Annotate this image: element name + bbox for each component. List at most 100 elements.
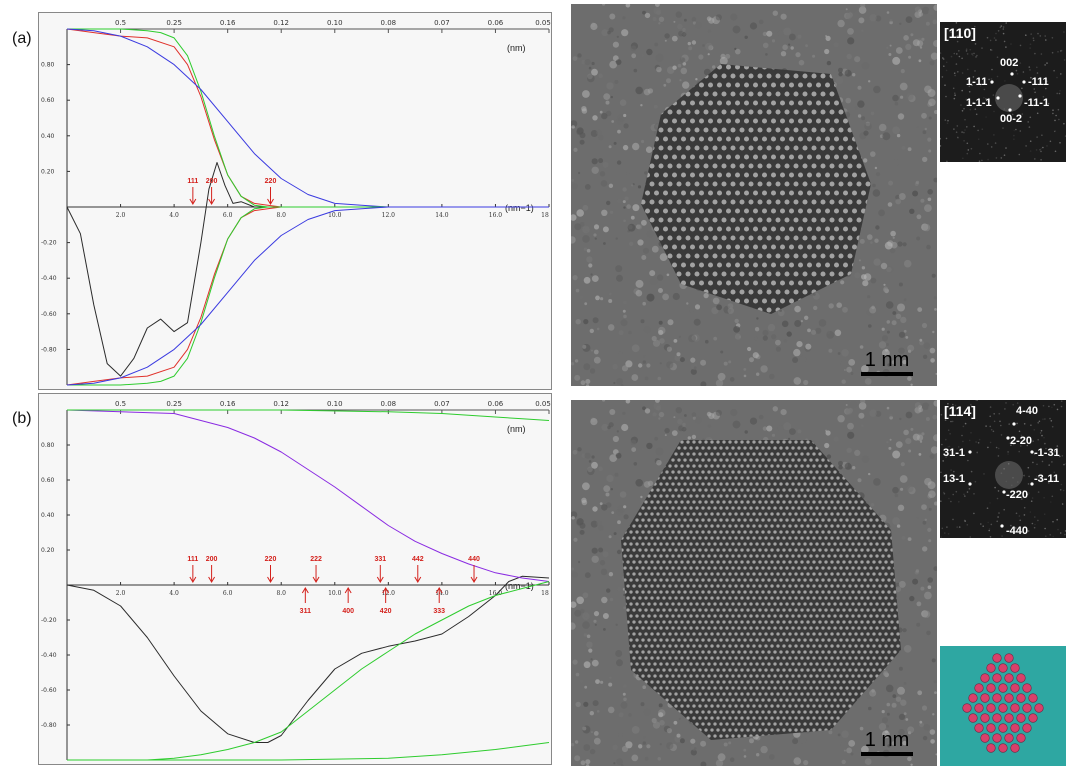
fft-a-spot [990,80,994,84]
plot-a-k-tick-label: 14.0 [435,212,449,219]
plot-b-reflection-111: 111 [187,556,198,583]
atom [1016,673,1026,683]
atom [998,743,1008,753]
plot-b-reflection-label: 220 [265,556,277,563]
plot-b-reflection-440: 440 [468,556,480,583]
plot-a-k-tick-label: 10.0 [328,212,342,219]
plot-b-reflection-label: 333 [433,608,445,615]
plot-a-k-tick-label: 6.0 [223,212,233,219]
hrtem-lattice-b: 1 nm [571,400,937,766]
plot-b-reflection-label: 311 [300,608,311,615]
plot-b-reflection-label: 442 [412,556,424,563]
plot-a-k-unit: (nm−1) [505,203,534,213]
plot-a-top-tick-label: 0.10 [327,19,343,27]
plot-b-reflection-220: 220 [265,556,277,583]
plot-b-y-tick-label: -0.80 [41,722,57,729]
plot-b-top-tick-label: 0.25 [166,400,182,408]
plot-b-reflection-label: 420 [380,608,392,615]
plot-a-reflection-200: 200 [206,178,218,205]
ctf-plot-a: 0.5 0.25 0.16 0.12 0.10 0.08 0.07 0.06 0.05 2.0 4.… [38,12,552,390]
plot-b-reflection-label: 400 [342,608,354,615]
atom [1004,653,1014,663]
plot-b-y-tick-label: -0.40 [41,652,57,659]
atom [992,673,1002,683]
plot-b-top-tick-label: 0.10 [327,400,343,408]
plot-a-series-2 [67,28,549,208]
ctf-plot-a-svg: 0.5 0.25 0.16 0.12 0.10 0.08 0.07 0.06 0.05 2.0 4.… [41,19,551,386]
plot-b-top-tick-label: 0.05 [535,400,551,408]
atom [968,713,978,723]
fft-inset-b: [114] 4-40 2-20 31-1 -1-31 13-1 -3-11 -220 -440 [940,400,1066,538]
plot-b-reflection-420: 420 [380,587,392,615]
atom [1016,733,1026,743]
atom [980,733,990,743]
plot-a-top-tick-label: 0.12 [273,19,289,27]
fft-b-spot-label: -1-31 [1034,447,1060,459]
atom [1004,673,1014,683]
plot-a-k-tick-label: 18 [541,212,549,219]
plot-a-top-tick-label: 0.16 [220,19,236,27]
atom [1010,723,1020,733]
plot-b-k-tick-label: 16.0 [489,590,503,597]
plot-a-y-tick-label: -0.20 [41,240,57,247]
plot-b-reflection-arrowhead [312,576,320,583]
fft-b-spot [968,482,972,486]
plot-b-reflection-arrowhead [344,587,352,594]
plot-b-reflection-333: 333 [433,587,445,615]
atom [1022,683,1032,693]
plot-a-k-tick-label: 4.0 [169,212,179,219]
plot-a-reflection-label: 111 [187,178,198,185]
atom [980,713,990,723]
fft-b-spot [1030,450,1034,454]
plot-b-k-tick-label: 8.0 [276,590,286,597]
plot-b-series-2 [147,581,550,761]
plot-b-top-unit: (nm) [507,424,526,434]
plot-b-reflection-label: 331 [374,556,386,563]
plot-b-k-tick-label: 12.0 [382,590,396,597]
plot-b-reflection-331: 331 [374,556,386,583]
plot-a-y-tick-label: 0.40 [41,133,55,140]
plot-b-top-tick-label: 0.16 [220,400,236,408]
atom [998,663,1008,673]
atom [986,703,996,713]
atom [1022,723,1032,733]
fft-b-spot [968,450,972,454]
plot-b-y-tick-label: -0.20 [41,617,57,624]
atom [1004,713,1014,723]
plot-a-y-tick-label: 0.80 [41,62,55,69]
plot-b-reflection-arrowhead [470,576,478,583]
fft-b-spot-label: -440 [1006,525,1028,537]
atom [986,683,996,693]
atom [1010,683,1020,693]
atom [1022,703,1032,713]
plot-a-reflection-220: 220 [265,178,276,205]
ctf-plot-b-svg: 0.5 0.25 0.16 0.12 0.10 0.08 0.07 0.06 0.05 2.0 4.… [41,400,551,761]
plot-a-series-3 [66,28,549,208]
plot-b-series-4 [67,742,550,761]
tem-b-scale-bar: 1 nm [861,729,913,756]
plot-b-top-tick-label: 0.06 [488,400,504,408]
plot-b-reflection-arrowhead [267,576,274,583]
plot-b-reflection-label: 440 [468,556,480,563]
plot-b-reflection-arrowhead [301,587,309,594]
atom [992,713,1002,723]
hrtem-image-a: 1 nm [571,4,937,386]
fft-inset-a: [110] 002 1-11 -111 1-1-1 -11-1 00-2 [940,22,1066,162]
fft-b-spot [1002,490,1006,494]
fft-b-zone-axis: [114] [944,403,976,419]
hrtem-lattice-a: 1 nm [571,4,937,386]
plot-a-y-tick-label: -0.40 [41,275,57,282]
plot-b-reflection-200: 200 [206,556,218,583]
plot-a-top-tick-label: 0.06 [488,19,504,27]
fft-b-spot-label: -3-11 [1034,473,1059,485]
fft-b-noise [940,400,1066,538]
plot-b-reflection-arrowhead [376,576,384,583]
plot-b-k-tick-label: 10.0 [328,590,342,597]
plot-b-series-0 [66,575,550,743]
plot-b-series-1 [66,409,550,582]
plot-a-top-tick-label: 0.07 [434,19,450,27]
atom [1010,663,1020,673]
atom-model-diamond [962,653,1044,753]
atom [998,723,1008,733]
plot-b-top-tick-label: 0.08 [381,400,397,408]
